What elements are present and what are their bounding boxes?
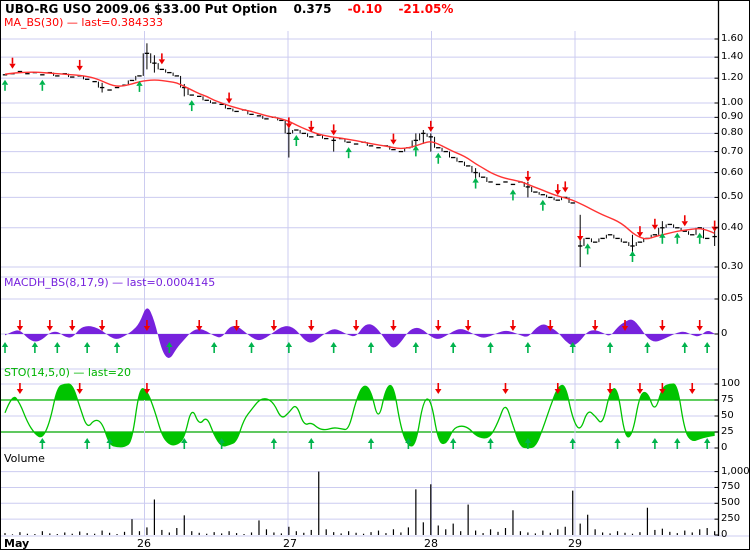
title-change: -0.10 xyxy=(347,2,383,16)
title-symbol: UBO-RG USO 2009.06 $33.00 Put Option xyxy=(5,2,278,16)
sto-indicator-label: STO(14,5,0) — last=20 xyxy=(4,366,131,379)
volume-indicator-label: Volume xyxy=(4,452,45,465)
title-last-price: 0.375 xyxy=(293,2,332,16)
ma-indicator-label: MA_BS(30) — last=0.384333 xyxy=(4,16,163,29)
chart-title: UBO-RG USO 2009.06 $33.00 Put Option 0.3… xyxy=(5,2,465,16)
title-change-percent: -21.05% xyxy=(398,2,454,16)
macd-indicator-label: MACDH_BS(8,17,9) — last=0.0004145 xyxy=(4,276,216,289)
